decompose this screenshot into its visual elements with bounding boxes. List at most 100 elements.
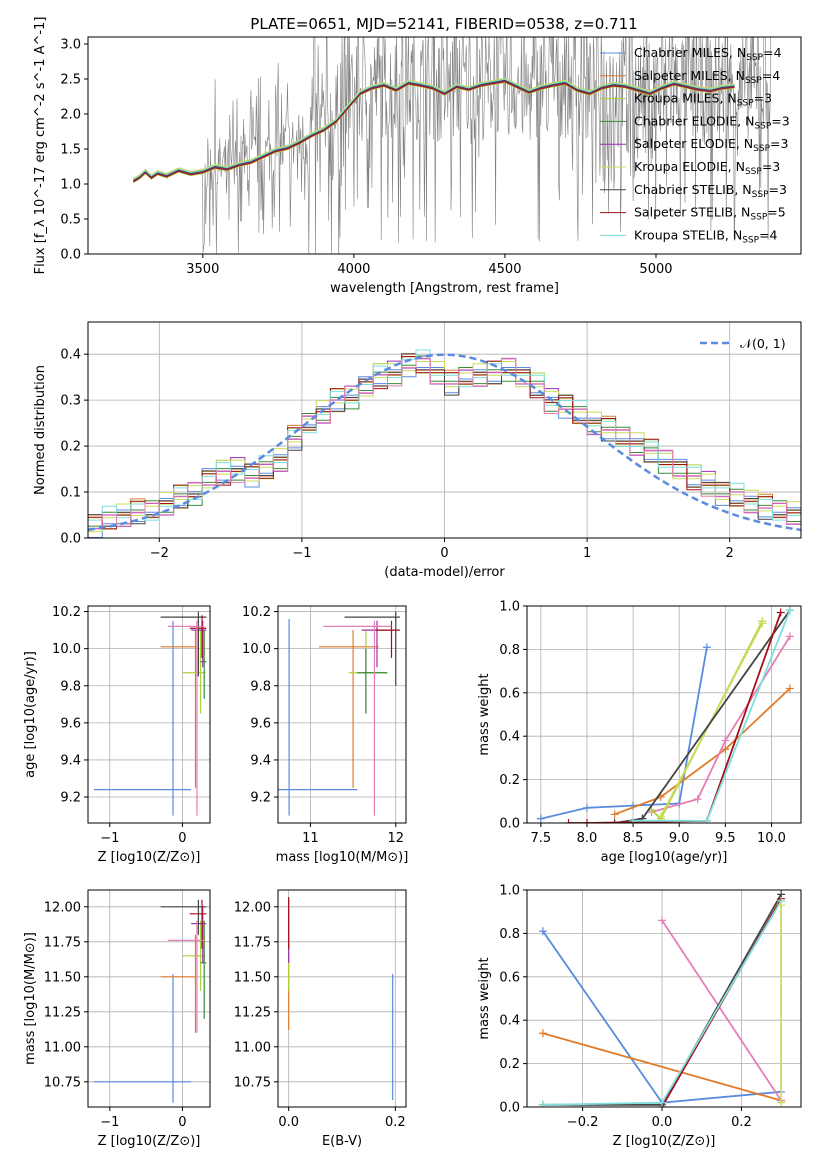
data-point bbox=[610, 819, 619, 823]
x-axis-label: age [log10(age/yr)] bbox=[601, 850, 728, 865]
axes-frame bbox=[87, 36, 802, 255]
x-tick-label: 8.5 bbox=[623, 831, 644, 846]
plot-area bbox=[88, 349, 801, 538]
y-axis-label: Flux [f_λ 10^-17 erg cm^-2 s^-1 A^-1] bbox=[33, 17, 48, 275]
y-tick-label: 11.50 bbox=[44, 970, 81, 985]
y-tick-label: 0.0 bbox=[499, 817, 520, 832]
y-tick-label: 1.5 bbox=[60, 143, 81, 158]
plot-area bbox=[538, 890, 786, 1107]
data-point bbox=[658, 1098, 667, 1107]
y-tick-label: 0.2 bbox=[60, 440, 81, 455]
weight-line bbox=[661, 919, 782, 1101]
legend-label: Salpeter STELIB, NSSP=5 bbox=[634, 205, 786, 223]
data-point bbox=[610, 810, 619, 819]
y-tick-label: 11.00 bbox=[44, 1040, 81, 1055]
y-tick-label: 0.3 bbox=[60, 394, 81, 409]
y-axis-label: mass weight bbox=[477, 673, 492, 755]
y-tick-label: 11.75 bbox=[234, 935, 271, 950]
axes-frame bbox=[526, 605, 802, 824]
y-tick-label: 10.2 bbox=[52, 605, 81, 620]
data-point bbox=[785, 684, 794, 693]
x-tick-label: 4500 bbox=[488, 262, 521, 277]
weight-line bbox=[542, 1032, 782, 1102]
x-tick-label: 4000 bbox=[337, 262, 370, 277]
y-tick-label: 10.0 bbox=[242, 642, 271, 657]
figure-title: PLATE=0651, MJD=52141, FIBERID=0538, z=0… bbox=[250, 15, 637, 33]
y-tick-label: 0.5 bbox=[60, 213, 81, 228]
y-tick-label: 1.0 bbox=[60, 178, 81, 193]
data-point bbox=[785, 632, 794, 641]
y-tick-label: 12.00 bbox=[44, 900, 81, 915]
x-tick-label: 0.0 bbox=[278, 1115, 299, 1130]
data-point bbox=[693, 795, 702, 804]
x-tick-label: 11 bbox=[302, 831, 319, 846]
x-tick-label: 9.0 bbox=[669, 831, 690, 846]
y-tick-label: 10.75 bbox=[44, 1075, 81, 1090]
y-tick-label: 0.6 bbox=[499, 970, 520, 985]
data-point bbox=[776, 608, 785, 617]
data-point bbox=[702, 816, 711, 823]
legend: Chabrier MILES, NSSP=4 Salpeter MILES, NS… bbox=[600, 45, 790, 245]
y-tick-label: 11.25 bbox=[234, 1005, 271, 1020]
y-axis-label: Normed distribution bbox=[33, 365, 48, 495]
plot-area bbox=[278, 611, 401, 816]
data-point bbox=[777, 1098, 786, 1107]
x-tick-label: −2 bbox=[150, 546, 169, 561]
y-tick-label: 0.4 bbox=[499, 730, 520, 745]
weight-line bbox=[568, 612, 782, 823]
legend-label: Kroupa ELODIE, NSSP=3 bbox=[634, 159, 780, 177]
y-tick-label: 0.2 bbox=[499, 773, 520, 788]
axes-frame bbox=[526, 889, 802, 1108]
weight-line bbox=[614, 687, 791, 816]
x-axis-label: wavelength [Angstrom, rest frame] bbox=[330, 281, 559, 296]
x-axis-label: E(B-V) bbox=[322, 1134, 362, 1149]
y-tick-label: 0.8 bbox=[499, 927, 520, 942]
data-point bbox=[721, 745, 730, 754]
x-tick-label: 3500 bbox=[186, 262, 219, 277]
plot-area bbox=[536, 606, 794, 823]
x-axis-label: Z [log10(Z/Z⊙)] bbox=[98, 850, 201, 865]
model-spectrum bbox=[133, 79, 735, 181]
y-tick-label: 0.4 bbox=[60, 348, 81, 363]
y-tick-label: 9.4 bbox=[60, 753, 81, 768]
weight-line bbox=[633, 609, 791, 822]
observed-spectrum bbox=[133, 37, 771, 254]
plot-area bbox=[288, 897, 394, 1100]
y-tick-label: 0.0 bbox=[60, 532, 81, 547]
data-point bbox=[538, 1100, 547, 1107]
data-point bbox=[721, 736, 730, 745]
legend-label: Chabrier ELODIE, NSSP=3 bbox=[634, 113, 790, 131]
x-tick-label: 0 bbox=[178, 831, 186, 846]
data-point bbox=[538, 1029, 547, 1038]
x-tick-label: 0.2 bbox=[385, 1115, 406, 1130]
axes-frame bbox=[87, 889, 211, 1108]
y-tick-label: 1.0 bbox=[499, 600, 520, 615]
y-tick-label: 0.8 bbox=[499, 643, 520, 658]
x-tick-label: 0 bbox=[440, 546, 448, 561]
chart-mass-vs-ebv: 0.0 0.2 10.75 11.00 11.25 11.50 11.75 12.00 E(B-… bbox=[234, 889, 407, 1149]
legend-label: Chabrier STELIB, NSSP=3 bbox=[634, 182, 787, 200]
legend-label: Salpeter ELODIE, NSSP=3 bbox=[634, 136, 788, 154]
data-point bbox=[564, 819, 573, 823]
y-tick-label: 11.50 bbox=[234, 970, 271, 985]
model-spectrum bbox=[133, 80, 735, 182]
x-tick-label: −0.2 bbox=[567, 1115, 599, 1130]
normal-curve bbox=[88, 353, 801, 532]
plot-area bbox=[133, 37, 771, 254]
y-axis-label: mass [log10(M/M⊙)] bbox=[23, 932, 38, 1065]
chart-age-vs-mass: 11 12 9.2 9.4 9.6 9.8 10.0 10.2 mass [log10(M/M⊙… bbox=[242, 605, 408, 865]
y-tick-label: 2.0 bbox=[60, 108, 81, 123]
y-tick-label: 0.1 bbox=[60, 486, 81, 501]
data-point bbox=[582, 819, 591, 823]
chart-weight-vs-age: 7.5 8.0 8.5 9.0 9.5 10.0 0.0 0.2 0.4 0.6 0.8 1.0 age… bbox=[477, 600, 802, 865]
x-tick-label: 0 bbox=[178, 1115, 186, 1130]
y-tick-label: 9.6 bbox=[60, 716, 81, 731]
data-point bbox=[758, 619, 767, 628]
model-spectrum bbox=[133, 78, 735, 180]
y-tick-label: 0.0 bbox=[499, 1101, 520, 1116]
data-point bbox=[538, 927, 547, 936]
chart-spectrum: Chabrier MILES, NSSP=4 Salpeter MILES, NS… bbox=[33, 17, 802, 296]
y-tick-label: 1.0 bbox=[499, 884, 520, 899]
x-tick-label: −1 bbox=[100, 831, 119, 846]
